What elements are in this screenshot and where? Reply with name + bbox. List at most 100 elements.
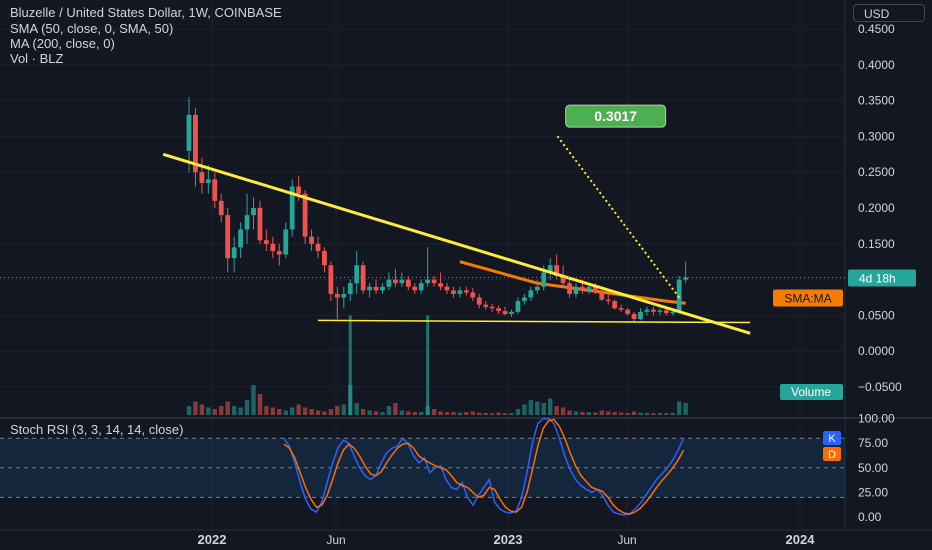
countdown-label: 4d 18h bbox=[859, 271, 896, 285]
volume-bar bbox=[277, 409, 282, 415]
sma-legend[interactable]: SMA (50, close, 0, SMA, 50) bbox=[10, 21, 174, 36]
volume-bar bbox=[328, 409, 334, 415]
symbol-title[interactable]: Bluzelle / United States Dollar, 1W, COI… bbox=[10, 5, 282, 20]
candle-body bbox=[360, 265, 366, 291]
candle-body bbox=[315, 243, 321, 251]
time-tick: Jun bbox=[326, 533, 345, 547]
price-tick: 0.4000 bbox=[858, 58, 895, 72]
volume-bar bbox=[386, 406, 392, 415]
sma-ma-line bbox=[459, 260, 686, 305]
candle-body bbox=[354, 265, 360, 284]
candle-body bbox=[341, 293, 347, 298]
ma-badge-label: SMA:MA bbox=[784, 292, 831, 306]
candle-body bbox=[218, 200, 224, 216]
candle-body bbox=[296, 186, 302, 194]
price-tick: 0.3000 bbox=[858, 129, 895, 143]
candle-body bbox=[618, 308, 624, 310]
candle-body bbox=[309, 236, 314, 244]
candle-body bbox=[244, 215, 250, 230]
volume-badge-label: Volume bbox=[791, 385, 831, 399]
volume-bar bbox=[219, 406, 224, 415]
candle-body bbox=[560, 276, 566, 284]
volume-bar bbox=[489, 413, 495, 415]
volume-bar bbox=[651, 413, 656, 415]
volume-bar bbox=[244, 400, 250, 415]
volume-bar bbox=[483, 412, 488, 415]
volume-bar bbox=[664, 413, 669, 415]
candle-body bbox=[367, 286, 372, 291]
volume-bar bbox=[309, 409, 314, 415]
volume-bar bbox=[644, 412, 650, 415]
volume-bar bbox=[560, 407, 566, 415]
volume-bar bbox=[444, 412, 450, 415]
candle-body bbox=[483, 304, 489, 307]
candle-body bbox=[276, 250, 282, 255]
volume-bar bbox=[618, 412, 624, 415]
volume-bar bbox=[567, 410, 572, 415]
candle-body bbox=[444, 286, 450, 291]
volume-bar bbox=[270, 407, 276, 415]
currency-button[interactable]: USD bbox=[853, 4, 925, 22]
volume-bar bbox=[283, 410, 288, 415]
volume-bar bbox=[393, 403, 398, 415]
rsi-tick: 25.00 bbox=[858, 485, 888, 499]
volume-bar bbox=[593, 412, 598, 415]
volume-bar bbox=[438, 411, 443, 415]
candle-body bbox=[438, 283, 443, 287]
ma-legend[interactable]: MA (200, close, 0) bbox=[10, 36, 115, 51]
rsi-tick: 100.00 bbox=[858, 412, 895, 426]
candle-body bbox=[496, 308, 501, 312]
price-tick: 0.0500 bbox=[858, 308, 895, 322]
candle-body bbox=[425, 279, 431, 284]
volume-bar bbox=[231, 406, 237, 415]
volume-legend[interactable]: Vol · BLZ bbox=[10, 51, 64, 66]
candle-body bbox=[334, 293, 340, 298]
candle-body bbox=[528, 290, 534, 298]
candle-body bbox=[586, 286, 592, 291]
volume-bar bbox=[496, 412, 501, 415]
candle-body bbox=[322, 250, 327, 266]
volume-bar bbox=[225, 401, 230, 415]
price-tick: 0.2500 bbox=[858, 165, 895, 179]
volume-bar bbox=[457, 412, 463, 415]
volume-bar bbox=[431, 409, 437, 415]
volume-bar bbox=[380, 412, 385, 415]
volume-bar bbox=[251, 385, 256, 415]
candle-body bbox=[463, 290, 469, 293]
target-label-box bbox=[565, 104, 667, 128]
volume-bar bbox=[412, 412, 417, 415]
volume-bar bbox=[186, 406, 192, 415]
candle-body bbox=[470, 292, 476, 298]
candle-body bbox=[631, 313, 637, 319]
candle-body bbox=[386, 279, 392, 287]
candle-body bbox=[509, 311, 514, 314]
volume-bar bbox=[302, 407, 308, 415]
volume-bar bbox=[419, 412, 424, 415]
price-tick: 0.4500 bbox=[858, 22, 895, 36]
rsi-band-fill bbox=[0, 438, 845, 498]
candle-body bbox=[573, 286, 579, 294]
volume-bar bbox=[528, 400, 534, 415]
volume-bar bbox=[399, 410, 405, 415]
candle-body bbox=[251, 208, 256, 216]
volume-bar bbox=[515, 409, 521, 415]
volume-bar bbox=[535, 401, 540, 415]
candle-body bbox=[612, 301, 618, 309]
candle-body bbox=[264, 240, 269, 244]
candle-body bbox=[238, 229, 243, 248]
time-tick: 2022 bbox=[198, 532, 227, 547]
volume-bar bbox=[290, 407, 295, 415]
candle-body bbox=[547, 265, 553, 273]
countdown-badge bbox=[848, 269, 916, 287]
candle-body bbox=[257, 208, 263, 241]
candle-body bbox=[592, 286, 598, 293]
candle-body bbox=[186, 114, 192, 151]
candle-body bbox=[515, 301, 521, 312]
candle-body bbox=[670, 311, 676, 314]
volume-spike bbox=[426, 315, 430, 415]
stoch-rsi-legend[interactable]: Stoch RSI (3, 3, 14, 14, close) bbox=[10, 422, 184, 437]
volume-bar bbox=[580, 412, 585, 415]
volume-bars bbox=[186, 315, 688, 415]
candle-body bbox=[567, 283, 572, 294]
